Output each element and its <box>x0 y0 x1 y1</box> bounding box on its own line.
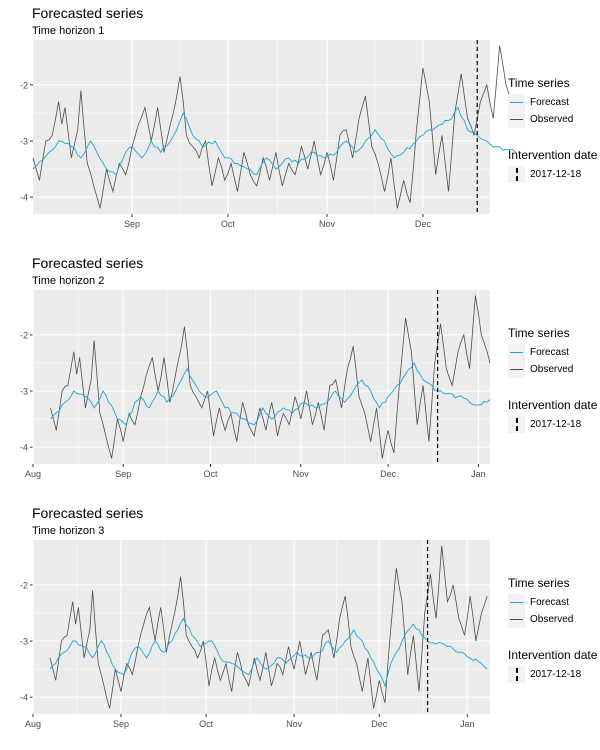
legend-item-observed: Observed <box>508 111 597 128</box>
observed-line-icon <box>510 119 523 120</box>
chart-subtitle: Time horizon 1 <box>32 25 105 37</box>
x-tick-label: Dec <box>380 469 397 479</box>
chart-subtitle: Time horizon 2 <box>32 275 105 287</box>
x-tick-label: Sep <box>115 469 131 479</box>
chart-panel-3: Forecasted series Time horizon 3 -4 -3 -2 A… <box>0 500 600 750</box>
dashed-line-icon <box>516 668 518 681</box>
x-tick-label: Oct <box>199 719 214 729</box>
x-tick-label: Aug <box>25 719 41 729</box>
legend-observed-label: Observed <box>530 614 574 625</box>
x-tick-label: Oct <box>204 469 219 479</box>
y-tick-label: -3 <box>20 137 28 147</box>
observed-line-icon <box>510 619 523 620</box>
x-tick-label: Nov <box>293 469 310 479</box>
observed-series-line <box>49 545 488 709</box>
plot-area: -4 -3 -2 Aug Sep Oct Nov Dec Jan <box>20 290 491 479</box>
x-tick-label: Sep <box>124 219 140 229</box>
x-tick-label: Aug <box>25 469 41 479</box>
chart-title: Forecasted series <box>32 255 144 271</box>
dashed-line-icon <box>516 168 518 181</box>
legend-item-intervention: 2017-12-18 <box>508 666 597 683</box>
y-tick-label: -3 <box>20 387 28 397</box>
x-tick-label: Jan <box>460 719 475 729</box>
x-tick-label: Dec <box>415 219 432 229</box>
y-tick-label: -2 <box>20 330 28 340</box>
forecast-series-line <box>32 106 516 176</box>
x-tick-label: Jan <box>471 469 486 479</box>
legend-item-forecast: Forecast <box>508 344 597 361</box>
x-tick-label: Oct <box>221 219 236 229</box>
y-tick-label: -4 <box>20 193 28 203</box>
legend-series-title: Time series <box>508 576 570 590</box>
legend: Time series Forecast Observed Interventi… <box>508 326 597 433</box>
legend-series-title: Time series <box>508 76 570 90</box>
x-tick-label: Nov <box>319 219 336 229</box>
forecast-series-line <box>49 617 488 688</box>
legend-observed-label: Observed <box>530 364 574 375</box>
y-tick-label: -3 <box>20 637 28 647</box>
y-tick-label: -4 <box>20 443 28 453</box>
legend-intervention-label: 2017-12-18 <box>530 419 582 430</box>
plot-area: -4 -3 -2 Aug Sep Oct Nov Dec Jan <box>20 540 490 729</box>
dashed-line-icon <box>516 418 518 431</box>
x-tick-label: Sep <box>113 719 129 729</box>
legend-intervention-title: Intervention date <box>508 648 598 662</box>
legend-intervention-label: 2017-12-18 <box>530 669 582 680</box>
legend-item-intervention: 2017-12-18 <box>508 416 597 433</box>
legend-item-observed: Observed <box>508 361 597 378</box>
forecast-line-icon <box>510 352 523 353</box>
forecast-line-icon <box>510 102 523 103</box>
legend-forecast-label: Forecast <box>530 97 569 108</box>
forecast-line-icon <box>510 602 523 603</box>
legend-intervention-title: Intervention date <box>508 398 598 412</box>
x-tick-label: Nov <box>286 719 303 729</box>
legend-item-intervention: 2017-12-18 <box>508 166 597 183</box>
legend-forecast-label: Forecast <box>530 347 569 358</box>
panel-background <box>33 40 490 214</box>
legend-intervention-title: Intervention date <box>508 148 598 162</box>
chart-title: Forecasted series <box>32 5 144 21</box>
forecast-series-line <box>50 362 491 426</box>
legend-item-observed: Observed <box>508 611 597 628</box>
y-tick-label: -4 <box>20 693 28 703</box>
panel-background <box>33 540 490 714</box>
legend-forecast-label: Forecast <box>530 597 569 608</box>
y-tick-label: -2 <box>20 580 28 590</box>
observed-series-line <box>50 295 491 459</box>
legend-observed-label: Observed <box>530 114 574 125</box>
x-tick-label: Dec <box>371 719 388 729</box>
legend-item-forecast: Forecast <box>508 594 597 611</box>
legend-series-title: Time series <box>508 326 570 340</box>
legend: Time series Forecast Observed Interventi… <box>508 576 597 683</box>
plot-area: -4 -3 -2 Sep Oct Nov Dec <box>20 40 516 229</box>
chart-panel-2: Forecasted series Time horizon 2 -4 -3 -2 A… <box>0 250 600 500</box>
y-tick-label: -2 <box>20 80 28 90</box>
legend: Time series Forecast Observed Interventi… <box>508 76 597 183</box>
panel-background <box>33 290 490 464</box>
legend-intervention-label: 2017-12-18 <box>530 169 582 180</box>
observed-series-line <box>32 45 516 209</box>
chart-panel-1: Forecasted series Time horizon 1 -4 -3 -2 S… <box>0 0 600 250</box>
observed-line-icon <box>510 369 523 370</box>
chart-subtitle: Time horizon 3 <box>32 525 105 537</box>
legend-item-forecast: Forecast <box>508 94 597 111</box>
chart-title: Forecasted series <box>32 505 144 521</box>
